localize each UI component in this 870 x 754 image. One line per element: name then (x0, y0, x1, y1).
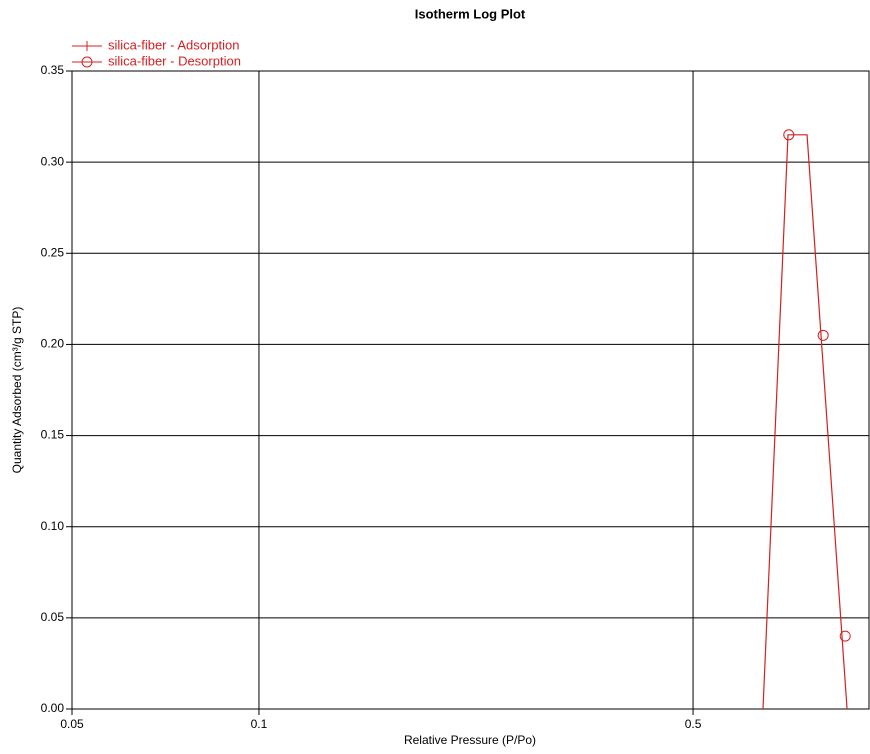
x-tick-label: 0.1 (251, 717, 268, 731)
plot-frame (72, 71, 869, 709)
legend-label: silica-fiber - Desorption (108, 53, 241, 68)
y-tick-label: 0.30 (41, 154, 65, 168)
page: {"chart_data": {"type": "line", "title":… (0, 0, 870, 754)
chart-title: Isotherm Log Plot (415, 6, 526, 21)
chart: Isotherm Log Plot Relative Pressure (P/P… (0, 0, 870, 749)
y-tick-label: 0.05 (41, 610, 65, 624)
legend-marker (82, 41, 92, 51)
y-tick-label: 0.00 (41, 701, 65, 715)
x-tick-label: 0.05 (60, 717, 84, 731)
y-tick-label: 0.10 (41, 519, 65, 533)
legend-label: silica-fiber - Adsorption (108, 37, 240, 52)
y-tick-label: 0.35 (41, 63, 65, 77)
y-tick-label: 0.15 (41, 428, 65, 442)
y-tick-label: 0.25 (41, 245, 65, 259)
series-line (763, 135, 847, 709)
x-tick-label: 0.5 (685, 717, 702, 731)
y-axis-label: Quantity Adsorbed (cm³/g STP) (10, 307, 24, 474)
data-point (818, 330, 828, 340)
x-axis-label: Relative Pressure (P/Po) (404, 733, 536, 747)
y-tick-label: 0.20 (41, 337, 65, 351)
